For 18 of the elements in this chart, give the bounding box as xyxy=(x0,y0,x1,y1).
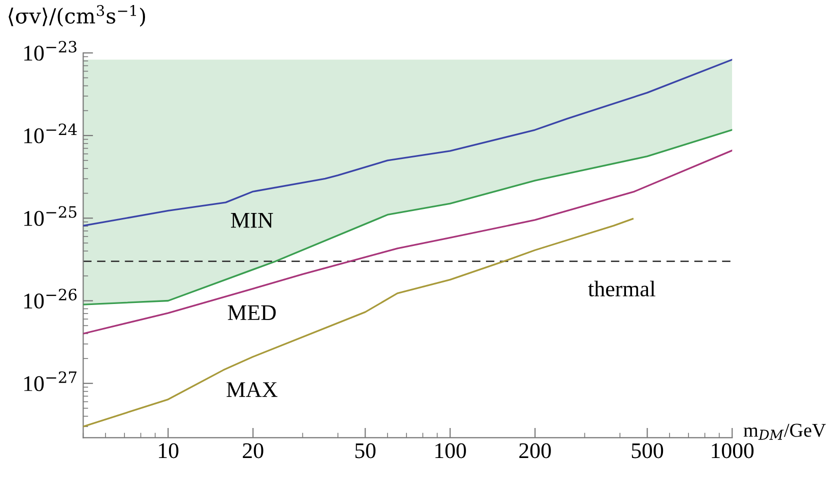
x-tick-label: 20 xyxy=(242,443,264,458)
x-tick-label: 200 xyxy=(519,443,551,458)
annotation: MIN xyxy=(230,213,274,228)
annotation: MED xyxy=(228,305,276,320)
y-tick-label: 10$^{−25}$ xyxy=(24,206,76,226)
y-tick-label: 10$^{−27}$ xyxy=(24,371,76,392)
ref-line-label: thermal xyxy=(588,280,656,296)
x-axis-title: m$_{DM}$/GeV xyxy=(744,424,826,440)
y-tick-label: 10$^{−26}$ xyxy=(24,288,77,309)
y-tick-label: 10$^{−24}$ xyxy=(24,123,77,144)
y-axis-title: ⟨σv⟩/(cm$^{3}$s$^{−1}$) xyxy=(8,5,146,27)
x-tick-label: 100 xyxy=(435,443,466,458)
x-tick-label: 500 xyxy=(632,443,664,458)
annotation: MAX xyxy=(226,382,278,397)
x-tick-label: 50 xyxy=(355,443,376,458)
x-tick-label: 10 xyxy=(158,443,178,458)
x-tick-label: 1000 xyxy=(712,443,754,458)
y-tick-label: 10$^{−23}$ xyxy=(24,40,76,61)
